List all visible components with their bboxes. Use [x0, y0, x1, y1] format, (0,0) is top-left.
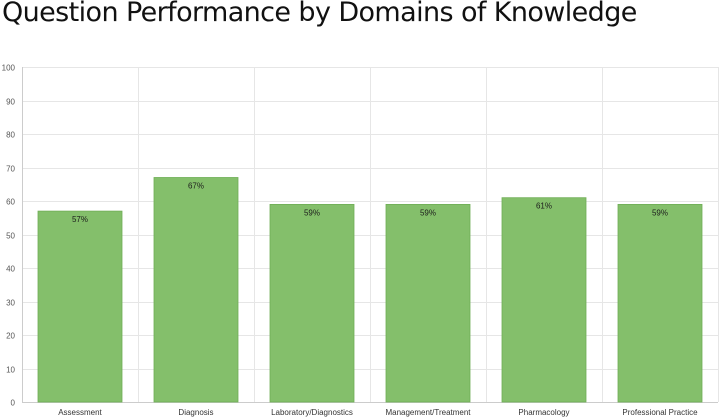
x-tick-label: Diagnosis [178, 408, 213, 417]
y-tick-label: 100 [2, 64, 16, 73]
bar [269, 203, 355, 403]
data-label: 59% [304, 208, 320, 217]
y-tick-label: 30 [6, 299, 15, 308]
data-label: 61% [536, 202, 552, 211]
x-tick-label: Management/Treatment [385, 408, 471, 417]
bar [617, 203, 703, 403]
y-axis-ticks: 0 10 20 30 40 50 60 70 80 90 100 [2, 64, 16, 408]
data-label: 59% [420, 208, 436, 217]
data-label: 57% [72, 215, 88, 224]
y-tick-label: 80 [6, 131, 15, 140]
x-tick-label: Professional Practice [622, 408, 698, 417]
gridlines [22, 67, 719, 403]
x-tick-label: Assessment [58, 408, 102, 417]
bar [37, 210, 123, 403]
y-tick-label: 60 [6, 198, 15, 207]
data-label: 59% [652, 208, 668, 217]
y-tick-label: 40 [6, 265, 15, 274]
bar [385, 203, 471, 403]
bars [37, 177, 703, 403]
y-tick-label: 0 [11, 399, 16, 408]
x-tick-label: Laboratory/Diagnostics [271, 408, 353, 417]
x-tick-label: Pharmacology [518, 408, 569, 417]
y-tick-label: 20 [6, 332, 15, 341]
chart-title: Question Performance by Domains of Knowl… [2, 0, 637, 28]
bar [501, 197, 587, 403]
data-labels: 57% 67% 59% 59% 61% 59% [72, 182, 668, 225]
y-tick-label: 90 [6, 98, 15, 107]
data-label: 67% [188, 182, 204, 191]
x-axis-ticks: Assessment Diagnosis Laboratory/Diagnostic… [58, 408, 698, 417]
y-tick-label: 70 [6, 165, 15, 174]
y-tick-label: 50 [6, 232, 15, 241]
y-tick-label: 10 [6, 366, 15, 375]
bar [153, 177, 239, 403]
